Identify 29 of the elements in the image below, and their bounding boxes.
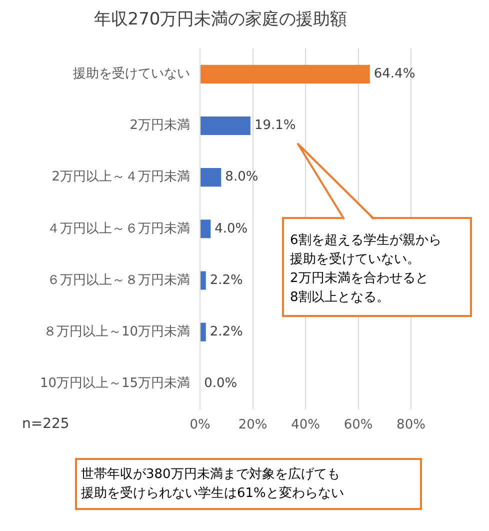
data-label: 19.1% <box>254 118 296 134</box>
data-label: 64.4% <box>374 66 416 82</box>
data-label: 2.2% <box>210 324 243 340</box>
x-tick-label: 20% <box>238 418 268 433</box>
y-tick-label: ８万円以上～10万円未満 <box>44 324 190 340</box>
chart-title: 年収270万円未満の家庭の援助額 <box>94 10 348 30</box>
bar <box>200 168 222 187</box>
bar <box>200 116 250 136</box>
bar <box>200 271 206 290</box>
x-tick-label: 60% <box>344 418 373 433</box>
y-tick-label: ４万円以上～６万円未満 <box>47 221 190 236</box>
y-tick-label: 援助を受けていない <box>73 66 190 82</box>
y-tick-label: 2万円以上～４万円未満 <box>52 170 190 185</box>
x-tick-label: 0% <box>190 418 210 433</box>
bar <box>200 322 206 342</box>
bar <box>200 64 370 84</box>
y-tick-label: ６万円以上～８万円未満 <box>47 272 190 288</box>
y-tick-label: 2万円未満 <box>130 118 190 134</box>
bar <box>200 220 211 238</box>
data-label: 8.0% <box>225 170 258 185</box>
y-tick-label: 10万円以上～15万円未満 <box>40 376 190 391</box>
text: 世帯年収が380万円未満まで対象を広げても援助を受けられない学生は61%と変わらない <box>81 466 345 503</box>
x-tick-label: 80% <box>396 418 426 433</box>
data-label: 4.0% <box>214 221 248 236</box>
text: n=225 <box>22 416 70 432</box>
data-label: 2.2% <box>210 272 243 288</box>
data-label: 0.0% <box>204 376 238 391</box>
annotation: 6割を超える学生が親から援助を受けていない。2万円未満を合わせると8割以上となる。 <box>290 232 442 307</box>
x-tick-label: 40% <box>291 418 320 433</box>
